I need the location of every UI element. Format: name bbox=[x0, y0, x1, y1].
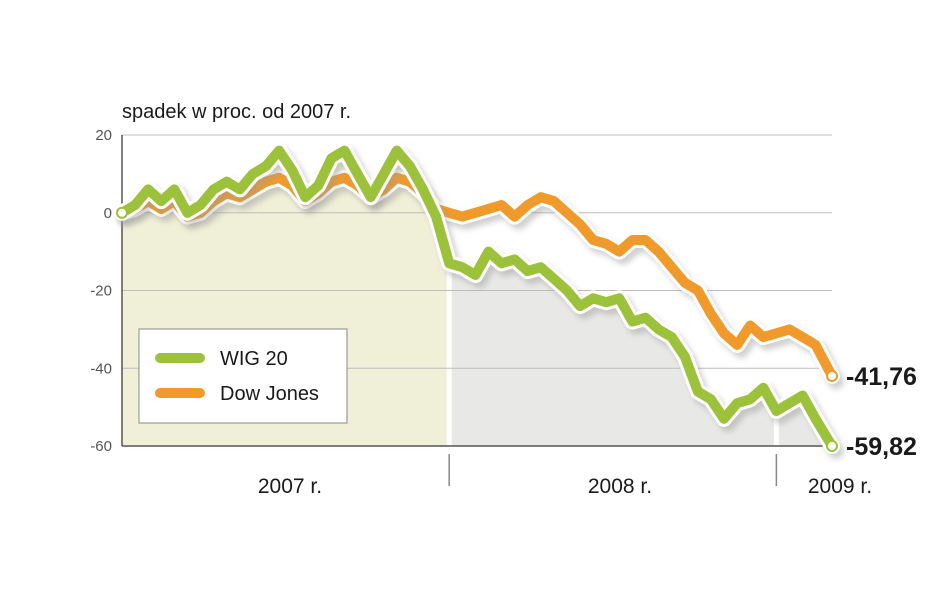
legend-box bbox=[138, 328, 348, 424]
x-period-label: 2007 r. bbox=[258, 475, 322, 498]
y-tick-label: -20 bbox=[90, 283, 112, 300]
x-period-label: 2008 r. bbox=[588, 475, 652, 498]
y-tick-label: 20 bbox=[95, 127, 112, 144]
series-end-point-wig-20 bbox=[826, 440, 838, 452]
axes bbox=[121, 135, 832, 486]
legend-label-dow-jones: Dow Jones bbox=[220, 383, 319, 405]
x-period-label: 2009 r. bbox=[808, 475, 872, 498]
series-start-point bbox=[116, 206, 128, 219]
legend-label-wig20: WIG 20 bbox=[220, 348, 288, 370]
series-lines bbox=[114, 142, 844, 459]
end-value-label-wig-20: -59,82 bbox=[846, 433, 917, 461]
legend: WIG 20 Dow Jones bbox=[138, 328, 348, 424]
y-tick-label: 0 bbox=[104, 205, 112, 222]
y-tick-label: -40 bbox=[90, 360, 112, 377]
end-value-label-dow-jones: -41,76 bbox=[846, 363, 917, 391]
series-line-wig-20 bbox=[117, 145, 837, 451]
y-tick-label: -60 bbox=[90, 438, 112, 455]
series-end-point-dow-jones bbox=[826, 370, 838, 383]
labels: 20 0 -20 -40 -60 2007 r. 2008 r. 2009 r. -41,76 -… bbox=[90, 127, 917, 498]
y-axis-label: spadek w proc. od 2007 r. bbox=[122, 101, 351, 123]
